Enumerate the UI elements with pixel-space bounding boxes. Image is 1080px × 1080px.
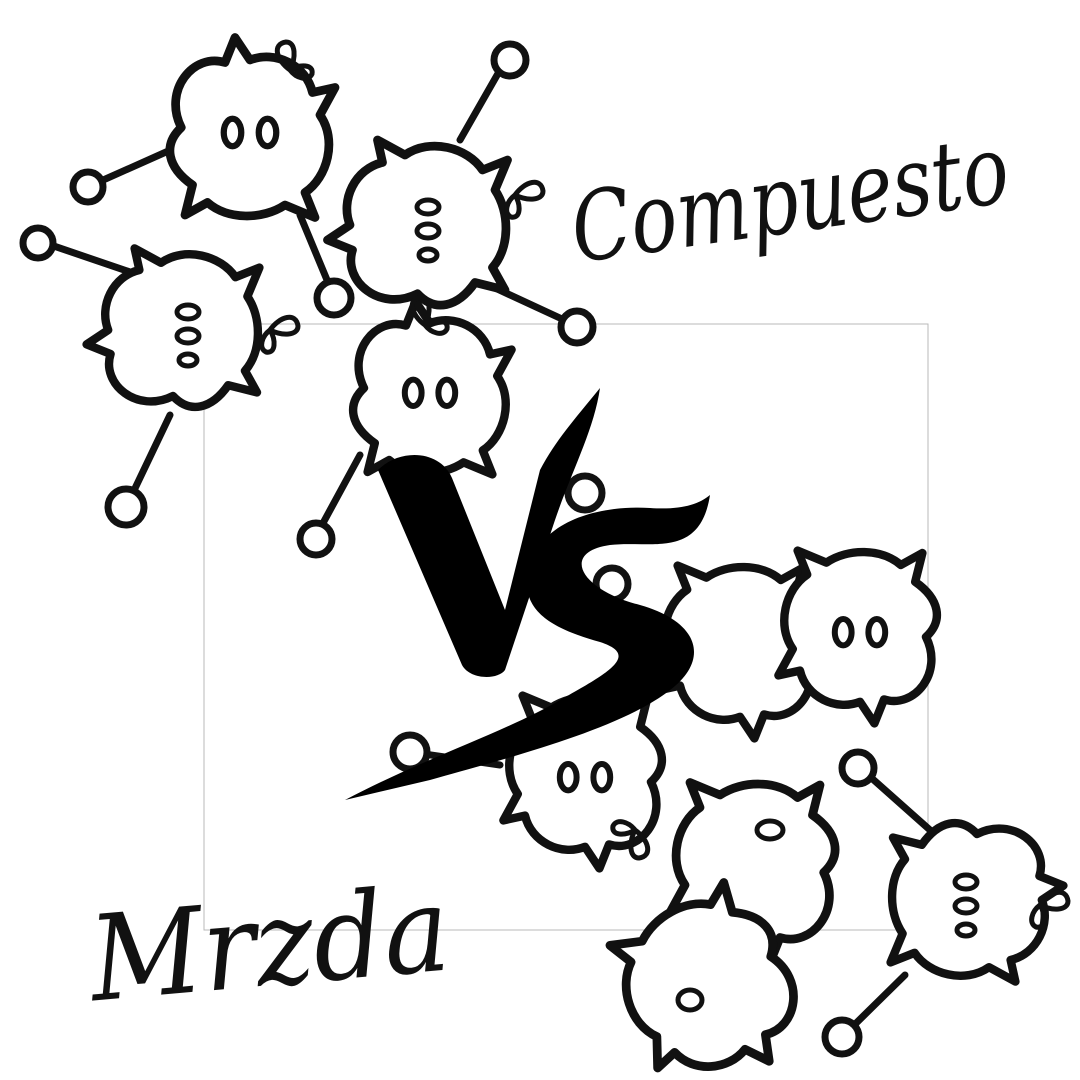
creature-top-center: [328, 140, 508, 305]
creature-center: [353, 302, 511, 475]
tether-ring-icon: [821, 1016, 863, 1058]
tether-ring-icon: [564, 472, 606, 514]
tether-ring-icon: [490, 40, 530, 80]
tether-ring-icon: [296, 519, 336, 559]
creature-left: [87, 248, 260, 406]
tether-rings: [19, 40, 878, 1058]
tether-ring-icon: [838, 748, 878, 788]
tether-ring-icon: [104, 485, 148, 529]
tether-ring-icon: [557, 307, 597, 347]
label-mrzda: Mrzda: [82, 860, 455, 1029]
creature-top-center-face: [417, 200, 439, 261]
label-compuesto: Compuesto: [564, 113, 1015, 285]
sprout-icon: [262, 317, 298, 352]
tether-ring-icon: [19, 224, 57, 262]
tether-ring-icon: [69, 168, 107, 206]
creature-top-left: [170, 38, 335, 218]
tether-ring-icon: [313, 277, 355, 319]
creature-lower-right-eye: [754, 818, 786, 842]
sprout-icon: [507, 182, 543, 217]
creature-bottom-mouth: [675, 987, 705, 1013]
creature-left-face: [177, 305, 199, 366]
vs-mark: VS: [345, 388, 710, 800]
creature-far-right-face: [955, 875, 977, 936]
